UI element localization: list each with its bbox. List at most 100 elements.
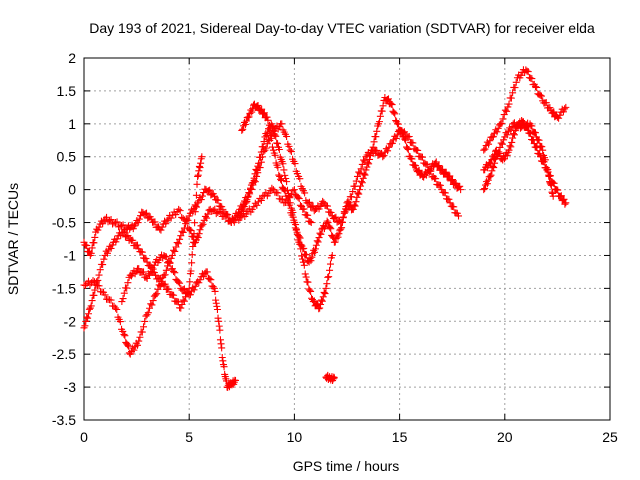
data-point: [277, 177, 285, 185]
data-point: [535, 136, 543, 144]
data-point: [119, 295, 127, 303]
data-point: [307, 287, 315, 295]
data-point: [246, 190, 254, 198]
data-point: [434, 162, 442, 170]
data-point: [195, 162, 203, 170]
data-point: [357, 182, 365, 190]
y-tick-label: -1: [64, 247, 77, 263]
data-point: [509, 89, 517, 97]
data-point: [390, 109, 398, 117]
data-point: [119, 327, 127, 335]
data-point: [143, 258, 151, 266]
data-point: [274, 163, 282, 171]
data-point: [245, 189, 253, 197]
data-point: [269, 146, 277, 154]
data-point: [354, 189, 362, 197]
data-point: [95, 282, 103, 290]
data-point: [546, 172, 554, 180]
data-point: [156, 274, 164, 282]
data-point: [375, 118, 383, 126]
data-point: [138, 248, 146, 256]
data-point: [256, 153, 264, 161]
data-point: [355, 190, 363, 198]
data-point: [81, 322, 89, 330]
data-point: [304, 199, 312, 207]
data-point: [321, 290, 329, 298]
data-point: [196, 276, 204, 284]
data-point: [379, 102, 387, 110]
data-point: [528, 75, 536, 83]
data-point: [162, 266, 170, 274]
x-axis-label: GPS time / hours: [293, 458, 400, 474]
x-tick-label: 15: [392, 429, 408, 445]
data-point: [218, 344, 226, 352]
data-point: [268, 134, 276, 142]
data-point: [158, 223, 166, 231]
data-point: [218, 353, 226, 361]
data-point: [285, 193, 293, 201]
data-point: [176, 235, 184, 243]
data-point: [90, 291, 98, 299]
data-point: [315, 305, 323, 313]
data-point: [360, 170, 368, 178]
data-point: [271, 151, 279, 159]
data-point: [179, 228, 187, 236]
data-point: [555, 114, 563, 122]
data-point: [401, 135, 409, 143]
data-point: [253, 102, 261, 110]
data-point: [378, 107, 386, 115]
data-point: [198, 192, 206, 200]
data-point: [351, 202, 359, 210]
data-point: [123, 284, 131, 292]
data-point: [296, 234, 304, 242]
data-point: [143, 209, 151, 217]
data-point: [282, 175, 290, 183]
data-point: [324, 219, 332, 227]
data-point: [119, 229, 127, 237]
data-point: [103, 249, 111, 257]
data-point: [290, 186, 298, 194]
data-point: [191, 208, 199, 216]
y-tick-label: -3.5: [52, 412, 76, 428]
data-point: [328, 251, 336, 259]
data-point: [85, 310, 93, 318]
data-point: [134, 241, 142, 249]
data-point: [245, 113, 253, 121]
data-point: [165, 285, 173, 293]
data-point: [438, 166, 446, 174]
data-point: [365, 160, 373, 168]
data-point: [319, 197, 327, 205]
data-point: [260, 138, 268, 146]
data-point: [373, 127, 381, 135]
data-point: [134, 341, 142, 349]
data-point: [242, 117, 250, 125]
data-point: [491, 159, 499, 167]
data-point: [330, 373, 338, 381]
data-point: [279, 160, 287, 168]
data-point: [274, 189, 282, 197]
data-point: [366, 155, 374, 163]
data-point: [352, 177, 360, 185]
data-point: [231, 377, 239, 385]
data-point: [368, 146, 376, 154]
data-point: [101, 291, 109, 299]
data-point: [215, 317, 223, 325]
data-point: [533, 144, 541, 152]
data-point: [414, 167, 422, 175]
data-point: [307, 219, 315, 227]
data-point: [456, 182, 464, 190]
data-point: [505, 100, 513, 108]
data-point: [394, 120, 402, 128]
data-point: [451, 180, 459, 188]
data-point: [87, 249, 95, 257]
data-point: [209, 283, 217, 291]
data-point: [323, 202, 331, 210]
data-point: [140, 268, 148, 276]
data-point: [170, 267, 178, 275]
data-point: [259, 143, 267, 151]
data-point: [83, 242, 91, 250]
data-point: [562, 199, 570, 207]
data-point: [196, 226, 204, 234]
data-point: [186, 291, 194, 299]
data-point: [90, 239, 98, 247]
